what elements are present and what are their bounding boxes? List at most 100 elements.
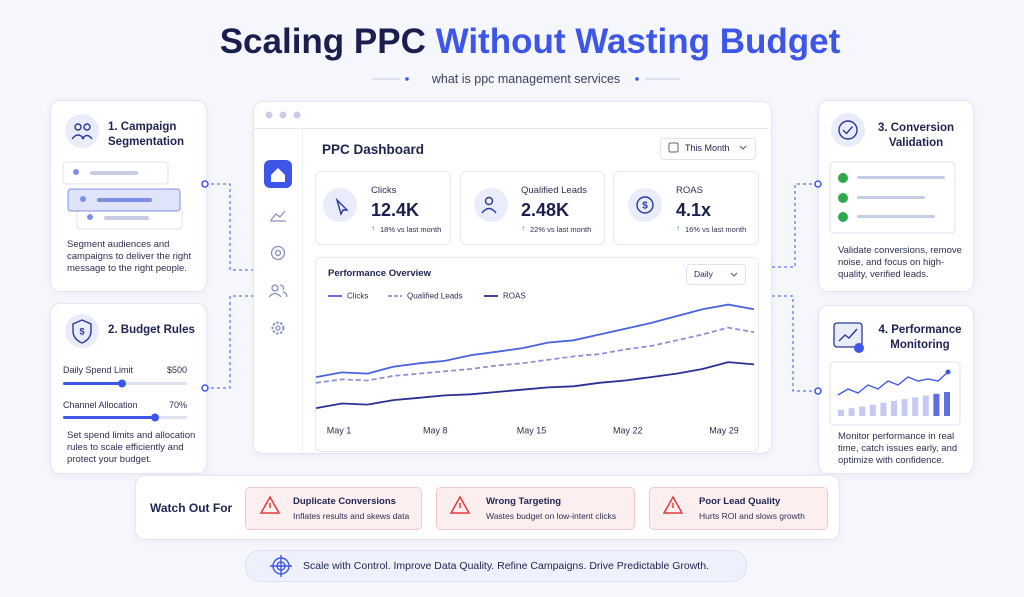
mini-line: [837, 371, 949, 396]
mini-bar: [922, 395, 929, 416]
warning-title: Poor Lead Quality: [699, 496, 781, 507]
check-icon: [838, 120, 858, 140]
icon: [87, 214, 93, 220]
ornament-dot: [635, 77, 639, 81]
stat-label: Clicks: [371, 185, 397, 196]
mini-bar: [859, 406, 866, 416]
dot: [279, 111, 287, 119]
icon-circle: [474, 188, 508, 222]
warning-description: Hurts ROI and slows growth: [699, 511, 805, 521]
slider-fill: [63, 416, 155, 419]
glyph: [74, 123, 82, 131]
x-tick-label: May 22: [613, 425, 643, 435]
slider-knob[interactable]: [118, 379, 126, 388]
stat-change: 22% vs last month: [530, 225, 592, 234]
card-icon-glyph: [71, 123, 93, 140]
nav-settings: [271, 321, 285, 335]
check-mark: [842, 126, 854, 135]
control-label: Channel Allocation: [63, 400, 138, 410]
nav-target: [270, 245, 286, 261]
roas-symbol: $: [642, 201, 648, 212]
control-value: $500: [166, 365, 187, 375]
slider-knob[interactable]: [151, 413, 159, 422]
connector: [205, 295, 253, 389]
bar: [857, 215, 935, 218]
mini-bar: [848, 408, 855, 416]
leads-icon: [484, 196, 494, 206]
bar: [97, 198, 152, 202]
stat-icons: [335, 196, 654, 216]
mini-bars: [838, 392, 950, 416]
subtitle: what is ppc management services: [431, 72, 621, 86]
stat-change: 16% vs last month: [685, 225, 747, 234]
ornament-dot: [405, 77, 409, 81]
warning-mark: [269, 503, 674, 508]
mini-bar: [933, 393, 940, 416]
card-description: Segment audiences and campaigns to deliv…: [67, 239, 192, 274]
warning-description: Inflates results and skews data: [293, 511, 410, 521]
nav-settings-center: [275, 325, 281, 331]
series-line: [315, 303, 755, 378]
period-select[interactable]: [660, 138, 756, 160]
warning-title: Wrong Targeting: [486, 496, 562, 507]
warning-icons: [259, 495, 684, 514]
calendar-icon: [668, 142, 679, 153]
card-title: 4. Performance Monitoring: [878, 324, 962, 351]
crosshair: [270, 555, 292, 577]
warning-card: [245, 487, 422, 530]
dashboard-title: PPC Dashboard: [322, 142, 425, 157]
arrow: ↑: [676, 224, 680, 233]
card-title: 3. Conversion Validation: [877, 122, 955, 149]
performance-chart: Clicks Qualified Leads ROAS May 1 May 8 May 1…: [315, 292, 755, 435]
arrow: ↑: [371, 224, 375, 233]
check: [838, 193, 848, 203]
icon: [73, 169, 79, 175]
card-icon: [833, 322, 863, 348]
mini-bar: [880, 402, 887, 416]
connectors: [205, 183, 818, 392]
card-icon: [65, 314, 99, 348]
footer-text: Scale with Control. Improve Data Quality…: [303, 560, 709, 572]
checklist-items: [838, 173, 945, 222]
warning-icon: [259, 495, 281, 514]
nav-users: [271, 284, 279, 292]
monitor-glyph: [838, 328, 858, 342]
roas-icon: [636, 196, 654, 214]
stat-label: ROAS: [676, 185, 703, 196]
warning-icon: [662, 495, 684, 514]
connector: [770, 295, 818, 392]
x-tick-label: May 15: [517, 425, 547, 435]
watch-out-title: Watch Out For: [150, 501, 233, 515]
shield-symbol: $: [79, 326, 84, 336]
period-label: This Month: [685, 143, 730, 153]
dot: [265, 111, 273, 119]
bar: [90, 171, 138, 175]
segment-bars: [90, 171, 152, 220]
shield-icon: [72, 319, 92, 344]
card-title: 2. Budget Rules: [108, 324, 195, 336]
card-icon: [65, 114, 99, 148]
check: [838, 173, 848, 183]
legend-label: Clicks: [347, 292, 368, 301]
stat-value: 4.1x: [676, 200, 712, 220]
stat-change: 18% vs last month: [380, 225, 442, 234]
glyph: [83, 123, 91, 131]
interval-select[interactable]: [686, 264, 746, 285]
icon-circle: [323, 188, 357, 222]
chart-panel: [315, 257, 759, 452]
chart-title: Performance Overview: [328, 268, 431, 279]
bell-icon: [854, 343, 864, 353]
icon-circle: [628, 188, 662, 222]
stat-value: 12.4K: [371, 200, 420, 220]
mini-bar: [891, 401, 897, 416]
stat-icon-bg: [323, 188, 662, 222]
footer-banner: [245, 550, 747, 582]
card-icon: [831, 113, 865, 147]
cursor-icon: [335, 197, 349, 216]
arrow: ↑: [521, 224, 525, 233]
bar: [857, 176, 945, 179]
connector: [770, 183, 818, 268]
window-controls: [265, 111, 301, 119]
series-line: [315, 361, 755, 409]
